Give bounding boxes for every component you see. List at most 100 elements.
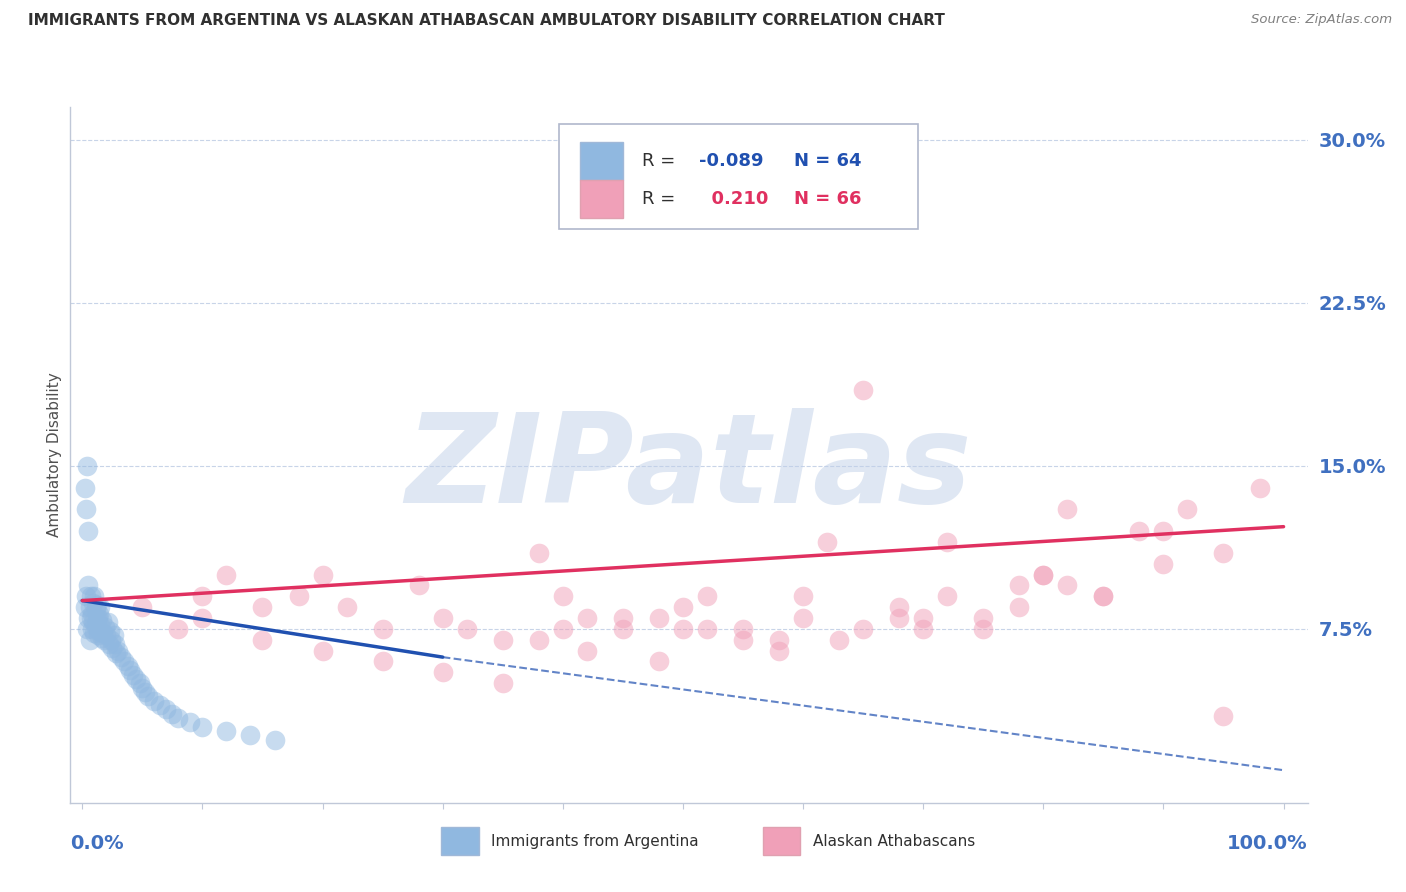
FancyBboxPatch shape xyxy=(581,180,623,219)
Point xyxy=(612,611,634,625)
Point xyxy=(80,607,103,621)
Point xyxy=(82,596,104,610)
Point xyxy=(167,711,190,725)
Point xyxy=(551,589,574,603)
Point xyxy=(93,632,115,647)
Point xyxy=(100,632,122,647)
Point xyxy=(73,481,96,495)
Point xyxy=(76,458,98,473)
Point xyxy=(492,676,515,690)
Point xyxy=(215,724,238,739)
FancyBboxPatch shape xyxy=(441,827,478,855)
Point xyxy=(263,732,285,747)
Point xyxy=(82,615,104,630)
FancyBboxPatch shape xyxy=(763,827,800,855)
Point xyxy=(77,578,100,592)
Point xyxy=(83,589,105,603)
Text: 0.0%: 0.0% xyxy=(70,834,124,853)
Point xyxy=(648,611,671,625)
Point xyxy=(492,632,515,647)
Point xyxy=(104,637,127,651)
Point xyxy=(167,622,190,636)
Point xyxy=(134,685,156,699)
Point xyxy=(110,650,132,665)
Point xyxy=(75,589,97,603)
Point xyxy=(371,655,394,669)
Point xyxy=(768,643,790,657)
Point xyxy=(179,715,201,730)
Point xyxy=(731,632,754,647)
Point xyxy=(121,667,143,681)
Point xyxy=(1092,589,1115,603)
Point xyxy=(1249,481,1271,495)
Point xyxy=(311,567,333,582)
Point xyxy=(252,600,274,615)
Point xyxy=(77,524,100,538)
Point xyxy=(86,613,108,627)
Point xyxy=(162,706,184,721)
Point xyxy=(125,672,148,686)
Text: IMMIGRANTS FROM ARGENTINA VS ALASKAN ATHABASCAN AMBULATORY DISABILITY CORRELATIO: IMMIGRANTS FROM ARGENTINA VS ALASKAN ATH… xyxy=(28,13,945,29)
Point xyxy=(239,728,262,742)
Point xyxy=(972,622,994,636)
Point xyxy=(77,611,100,625)
Point xyxy=(672,622,695,636)
Point xyxy=(1152,524,1174,538)
Point xyxy=(1032,567,1054,582)
Point xyxy=(191,720,214,734)
Point xyxy=(98,624,121,638)
Point xyxy=(672,600,695,615)
Point xyxy=(90,613,112,627)
Point xyxy=(1092,589,1115,603)
Point xyxy=(828,632,851,647)
Point xyxy=(972,611,994,625)
Point xyxy=(287,589,309,603)
Point xyxy=(89,624,111,638)
Point xyxy=(936,534,959,549)
Point xyxy=(371,622,394,636)
Point xyxy=(91,626,114,640)
Text: Source: ZipAtlas.com: Source: ZipAtlas.com xyxy=(1251,13,1392,27)
Point xyxy=(612,622,634,636)
Point xyxy=(792,589,814,603)
Point xyxy=(149,698,172,712)
Point xyxy=(551,622,574,636)
Point xyxy=(889,600,911,615)
Point xyxy=(75,502,97,516)
Point xyxy=(432,611,454,625)
Point xyxy=(84,602,107,616)
Point xyxy=(87,611,110,625)
Point xyxy=(768,632,790,647)
FancyBboxPatch shape xyxy=(560,124,918,229)
Point xyxy=(936,589,959,603)
Point xyxy=(79,632,101,647)
Point xyxy=(1177,502,1199,516)
Point xyxy=(86,598,108,612)
Point xyxy=(527,546,550,560)
Point xyxy=(792,611,814,625)
Point xyxy=(155,702,177,716)
Point xyxy=(731,622,754,636)
Point xyxy=(1056,578,1078,592)
Y-axis label: Ambulatory Disability: Ambulatory Disability xyxy=(46,373,62,537)
Point xyxy=(191,589,214,603)
Point xyxy=(432,665,454,680)
Point xyxy=(80,589,103,603)
Point xyxy=(1056,502,1078,516)
Point xyxy=(852,383,875,397)
Point xyxy=(131,681,153,695)
Point xyxy=(97,637,120,651)
Point xyxy=(408,578,430,592)
Point xyxy=(94,620,117,634)
Point xyxy=(1032,567,1054,582)
Point xyxy=(80,622,103,636)
Point xyxy=(112,655,135,669)
Point xyxy=(79,600,101,615)
Point xyxy=(696,622,718,636)
FancyBboxPatch shape xyxy=(581,142,623,180)
Point xyxy=(889,611,911,625)
Point xyxy=(1128,524,1150,538)
Point xyxy=(89,600,111,615)
Point xyxy=(1212,708,1234,723)
Point xyxy=(648,655,671,669)
